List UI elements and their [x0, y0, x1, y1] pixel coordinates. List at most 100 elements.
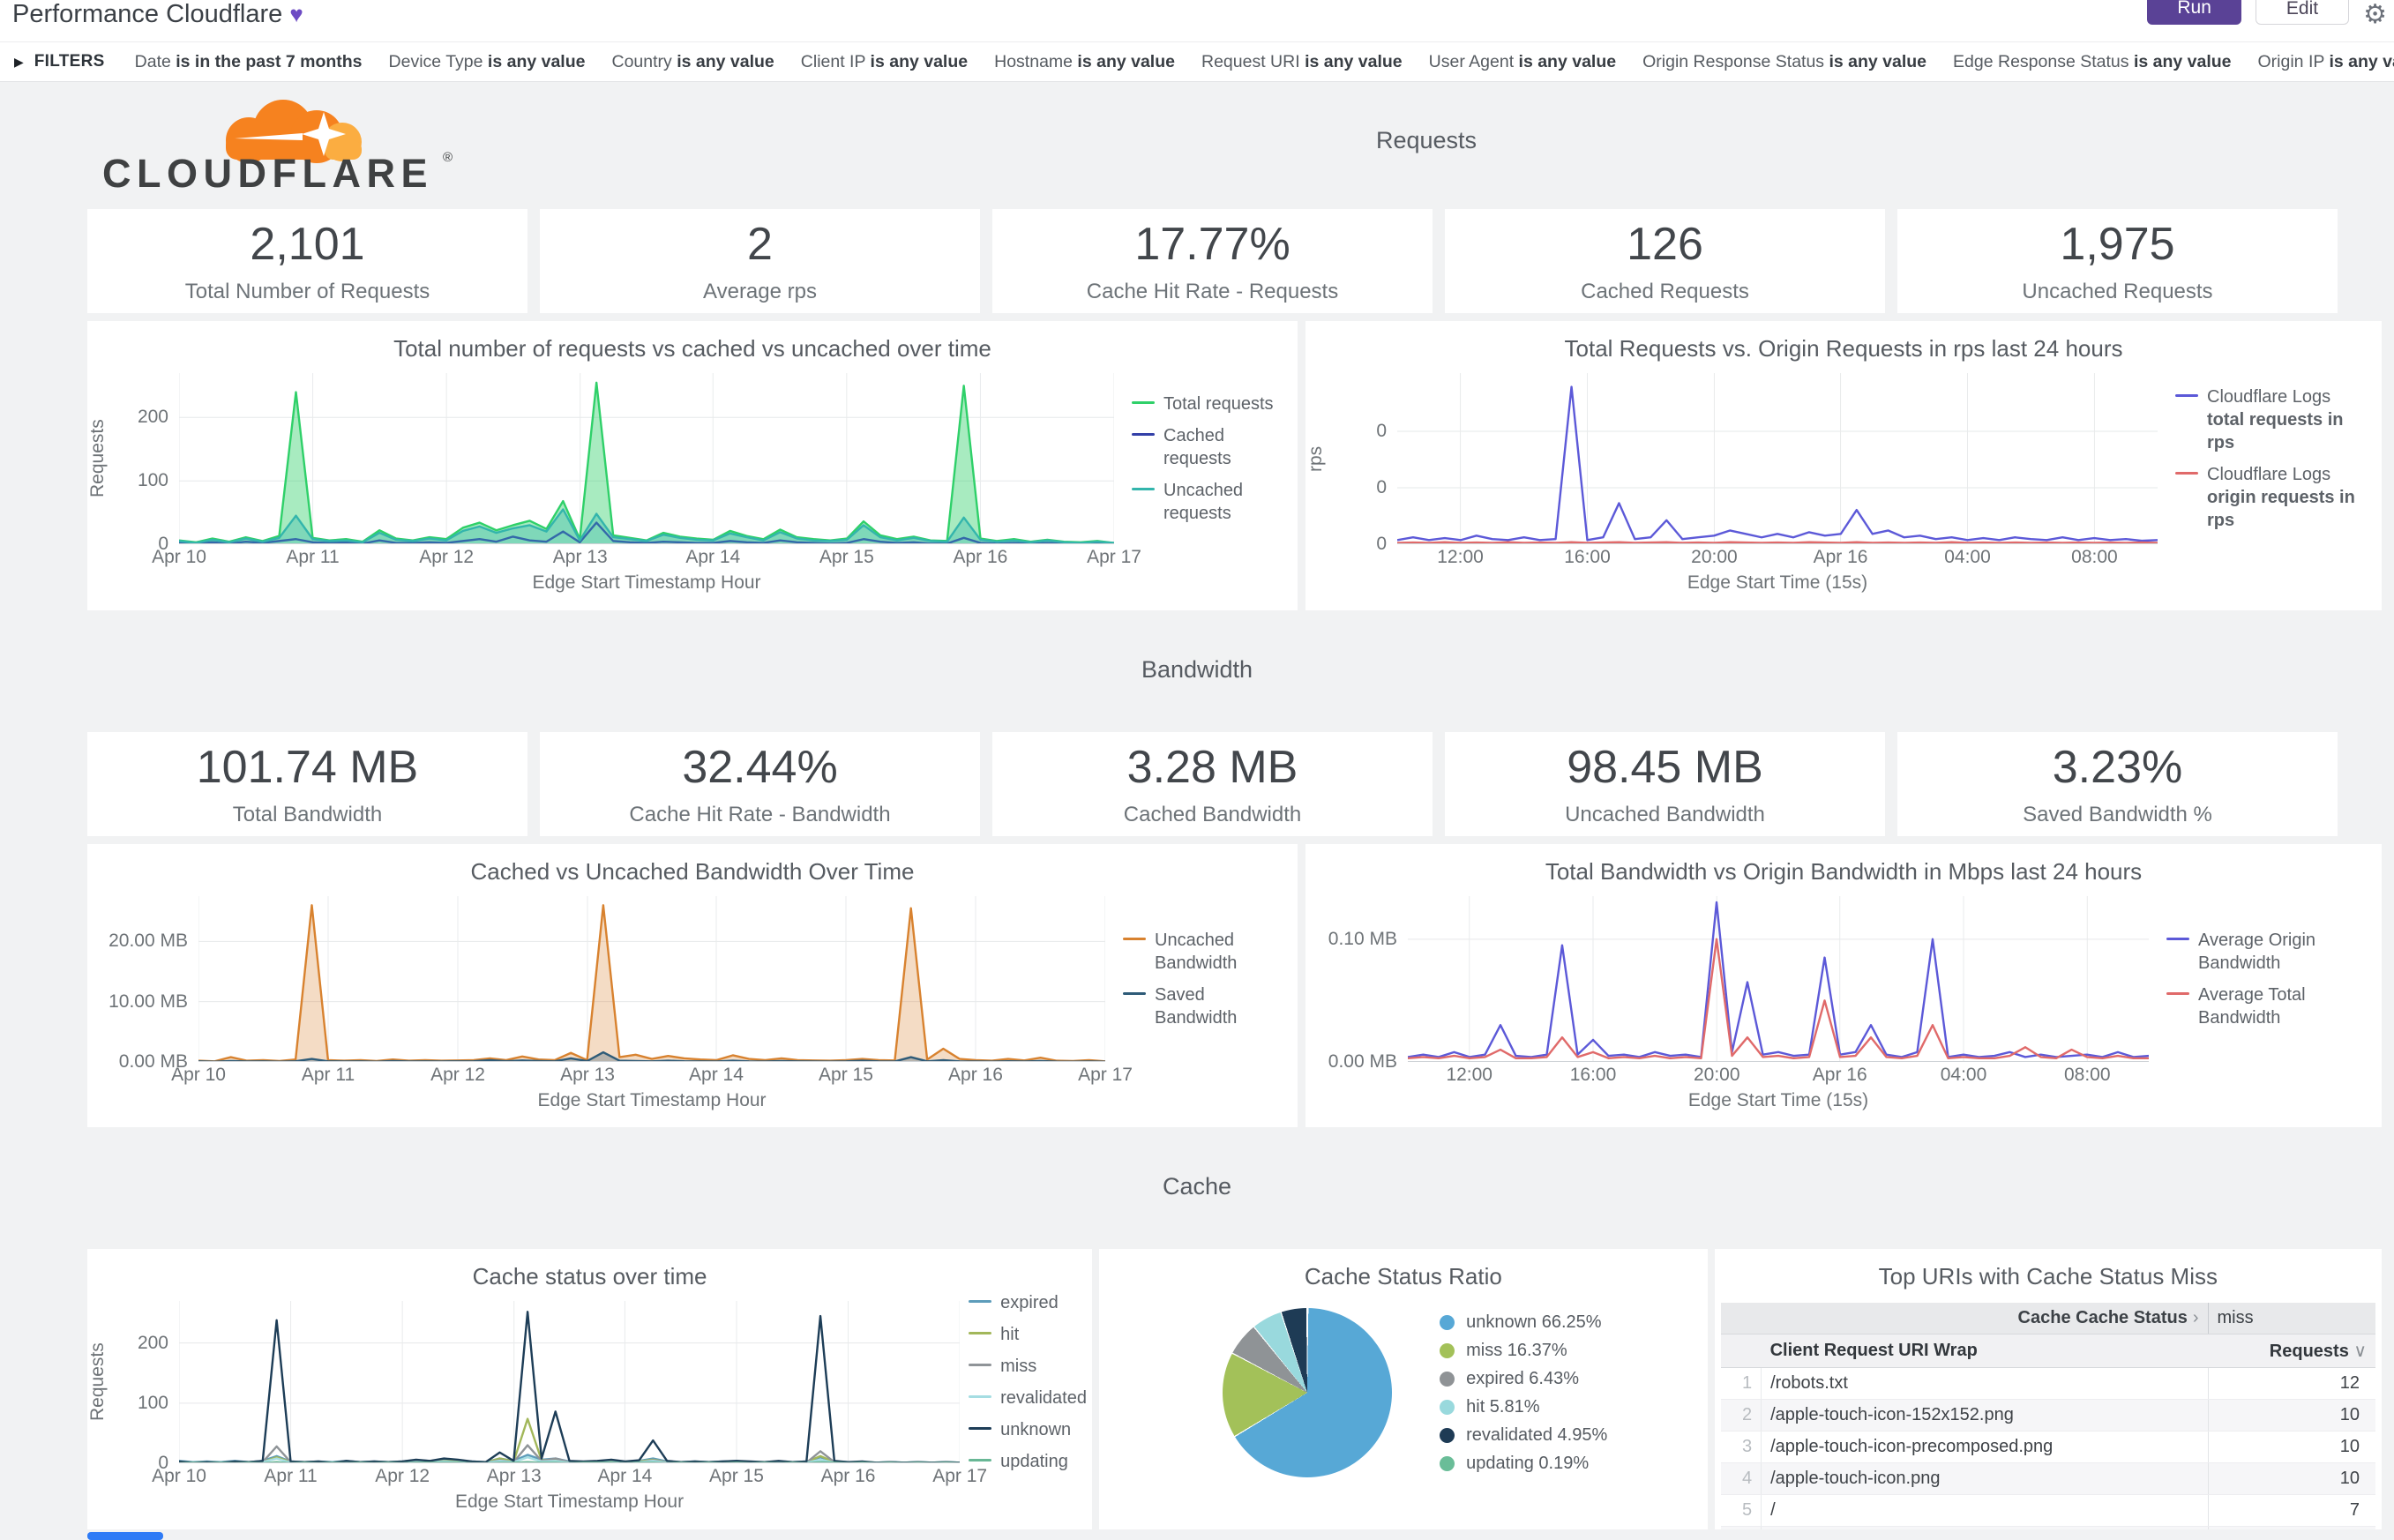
edit-button[interactable]: Edit [2255, 0, 2350, 25]
legend-swatch [969, 1459, 992, 1462]
kpi-label: Saved Bandwidth % [2023, 803, 2212, 826]
x-tick-label: Apr 11 [301, 1065, 355, 1085]
legend-item[interactable]: Cached requests [1132, 424, 1285, 470]
y-axis-title [87, 896, 94, 1062]
pie-legend-item[interactable]: updating 0.19% [1440, 1454, 1607, 1474]
legend-item[interactable]: Cloudflare Logs origin requests in rps [2175, 463, 2369, 532]
topbar-actions: Run Edit ⚙ [2147, 0, 2387, 28]
requests-column-header[interactable]: Requests ∨ [2208, 1334, 2376, 1368]
x-axis-line [179, 543, 1114, 544]
row-index: 4 [1720, 1462, 1762, 1495]
kpi-label: Total Number of Requests [184, 280, 430, 303]
table-row[interactable]: 3/apple-touch-icon-precomposed.png 10 [1720, 1431, 2376, 1463]
legend-dot [1440, 1427, 1455, 1443]
plot-area[interactable]: Apr 10 Apr 11 Apr 12 Apr 13 Apr 14 Apr 15 Apr … [171, 896, 1133, 1111]
kpi-value: 1,975 [2060, 219, 2175, 270]
row-index: 5 [1720, 1494, 1762, 1527]
x-axis-ticks: Apr 10 Apr 11 Apr 12 Apr 13 Apr 14 Apr 15 Apr … [171, 1065, 1133, 1088]
legend-item[interactable]: hit [969, 1323, 1080, 1346]
table-row[interactable]: 2/apple-touch-icon-152x152.png 10 [1720, 1399, 2376, 1432]
legend-item[interactable]: Saved Bandwidth [1123, 983, 1285, 1029]
filter-item[interactable]: Hostname is any value [994, 52, 1175, 72]
kpi-tile[interactable]: 3.28 MB Cached Bandwidth [992, 732, 1433, 836]
plot-area[interactable]: 12:00 16:00 20:00 Apr 16 04:00 08:00 Edge Sta… [1408, 896, 2149, 1111]
legend-item[interactable]: Uncached Bandwidth [1123, 929, 1285, 975]
filters-label[interactable]: FILTERS [34, 52, 105, 71]
y-axis-ticks: 0 100 200 [117, 373, 179, 554]
plot-area[interactable]: Apr 10 Apr 11 Apr 12 Apr 13 Apr 14 Apr 15 Apr … [152, 1301, 987, 1513]
y-axis-ticks: 0 100 200 [117, 1301, 179, 1473]
filter-field-name: User Agent [1428, 51, 1519, 71]
table-row[interactable]: 5/7 [1720, 1494, 2376, 1527]
uri-column-header[interactable]: Client Request URI Wrap [1761, 1334, 2209, 1368]
pie-legend-item[interactable]: miss 16.37% [1440, 1341, 1607, 1361]
x-tick-label: Apr 11 [264, 1466, 318, 1486]
kpi-tile[interactable]: 98.45 MB Uncached Bandwidth [1445, 732, 1885, 836]
legend-item[interactable]: Total requests [1132, 392, 1285, 415]
legend-item[interactable]: expired [969, 1291, 1080, 1314]
x-axis-line [179, 1462, 961, 1463]
kpi-tile[interactable]: 2,101 Total Number of Requests [87, 209, 527, 313]
pie-legend-item[interactable]: unknown 66.25% [1440, 1312, 1607, 1333]
kpi-tile[interactable]: 101.74 MB Total Bandwidth [87, 732, 527, 836]
pivot-field-label[interactable]: Cache Cache Status › [1720, 1303, 2209, 1334]
filter-condition: is any value [487, 51, 586, 71]
plot-area[interactable]: 12:00 16:00 20:00 Apr 16 04:00 08:00 Edge Sta… [1397, 373, 2158, 594]
pie-chart[interactable] [1223, 1308, 1393, 1477]
kpi-tile[interactable]: 2 Average rps [540, 209, 980, 313]
table-row[interactable]: 4/apple-touch-icon.png 10 [1720, 1462, 2376, 1495]
y-axis-ticks: 0 0 0 [1335, 373, 1397, 554]
legend-item[interactable]: miss [969, 1355, 1080, 1378]
kpi-tile[interactable]: 32.44% Cache Hit Rate - Bandwidth [540, 732, 980, 836]
legend-label: revalidated [1000, 1388, 1087, 1408]
legend-label: Saved Bandwidth [1155, 985, 1238, 1028]
plot-area[interactable]: Apr 10 Apr 11 Apr 12 Apr 13 Apr 14 Apr 15 Apr … [152, 373, 1141, 594]
y-tick-label: 0.10 MB [1328, 928, 1397, 949]
x-tick-label: Apr 10 [152, 547, 206, 567]
table-row[interactable]: 6/index.php/contact/7 [1720, 1526, 2376, 1529]
filters-expand-icon[interactable]: ▶ [14, 54, 24, 69]
filter-field-name: Hostname [994, 51, 1078, 71]
heart-icon: ♥ [289, 1, 303, 27]
chevron-right-icon: › [2192, 1308, 2199, 1327]
filter-condition: is any value [1305, 51, 1403, 71]
y-tick-label: 200 [137, 1332, 168, 1353]
chart-legend: Average Origin Bandwidth Average Total Ba… [2149, 896, 2382, 1111]
filter-item[interactable]: Client IP is any value [801, 52, 968, 72]
chart-canvas [179, 373, 1114, 544]
filter-item[interactable]: Date is in the past 7 months [135, 52, 363, 72]
filter-item[interactable]: Origin Response Status is any value [1642, 52, 1926, 72]
legend-item[interactable]: Uncached requests [1132, 479, 1285, 525]
filter-item[interactable]: Device Type is any value [389, 52, 586, 72]
chart-legend: Total requests Cached requests Uncached re… [1114, 373, 1298, 594]
filter-item[interactable]: Edge Response Status is any value [1953, 52, 2231, 72]
legend-item[interactable]: revalidated [969, 1387, 1087, 1409]
filter-item[interactable]: Origin IP is any value [2258, 52, 2394, 72]
chart-title: Total Bandwidth vs Origin Bandwidth in M… [1545, 858, 2143, 885]
legend-item[interactable]: updating [969, 1450, 1080, 1473]
y-tick-label: 0.00 MB [118, 1051, 188, 1072]
gear-icon[interactable]: ⚙ [2363, 0, 2387, 29]
kpi-tile[interactable]: 17.77% Cache Hit Rate - Requests [992, 209, 1433, 313]
bandwidth-charts-row: Cached vs Uncached Bandwidth Over Time 0… [87, 844, 2382, 1127]
legend-item[interactable]: Average Origin Bandwidth [2166, 929, 2369, 975]
x-tick-label: Apr 12 [375, 1466, 430, 1486]
kpi-tile[interactable]: 1,975 Uncached Requests [1897, 209, 2338, 313]
run-button[interactable]: Run [2147, 0, 2241, 25]
legend-item[interactable]: Cloudflare Logs total requests in rps [2175, 385, 2369, 454]
filter-item[interactable]: Request URI is any value [1201, 52, 1403, 72]
filter-item[interactable]: User Agent is any value [1429, 52, 1616, 72]
filter-item[interactable]: Country is any value [612, 52, 774, 72]
chart-requests-rps-24h: Total Requests vs. Origin Requests in rp… [1305, 321, 2382, 610]
legend-swatch [2166, 992, 2189, 995]
pie-legend-item[interactable]: expired 6.43% [1440, 1369, 1607, 1389]
horizontal-scrollbar-thumb[interactable] [87, 1532, 163, 1540]
kpi-label: Cached Requests [1581, 280, 1749, 303]
kpi-tile[interactable]: 126 Cached Requests [1445, 209, 1885, 313]
table-row[interactable]: 1/robots.txt 12 [1720, 1367, 2376, 1400]
legend-item[interactable]: unknown [969, 1418, 1080, 1441]
kpi-tile[interactable]: 3.23% Saved Bandwidth % [1897, 732, 2338, 836]
pie-legend-item[interactable]: revalidated 4.95% [1440, 1425, 1607, 1446]
pie-legend-item[interactable]: hit 5.81% [1440, 1397, 1607, 1417]
legend-item[interactable]: Average Total Bandwidth [2166, 983, 2369, 1029]
